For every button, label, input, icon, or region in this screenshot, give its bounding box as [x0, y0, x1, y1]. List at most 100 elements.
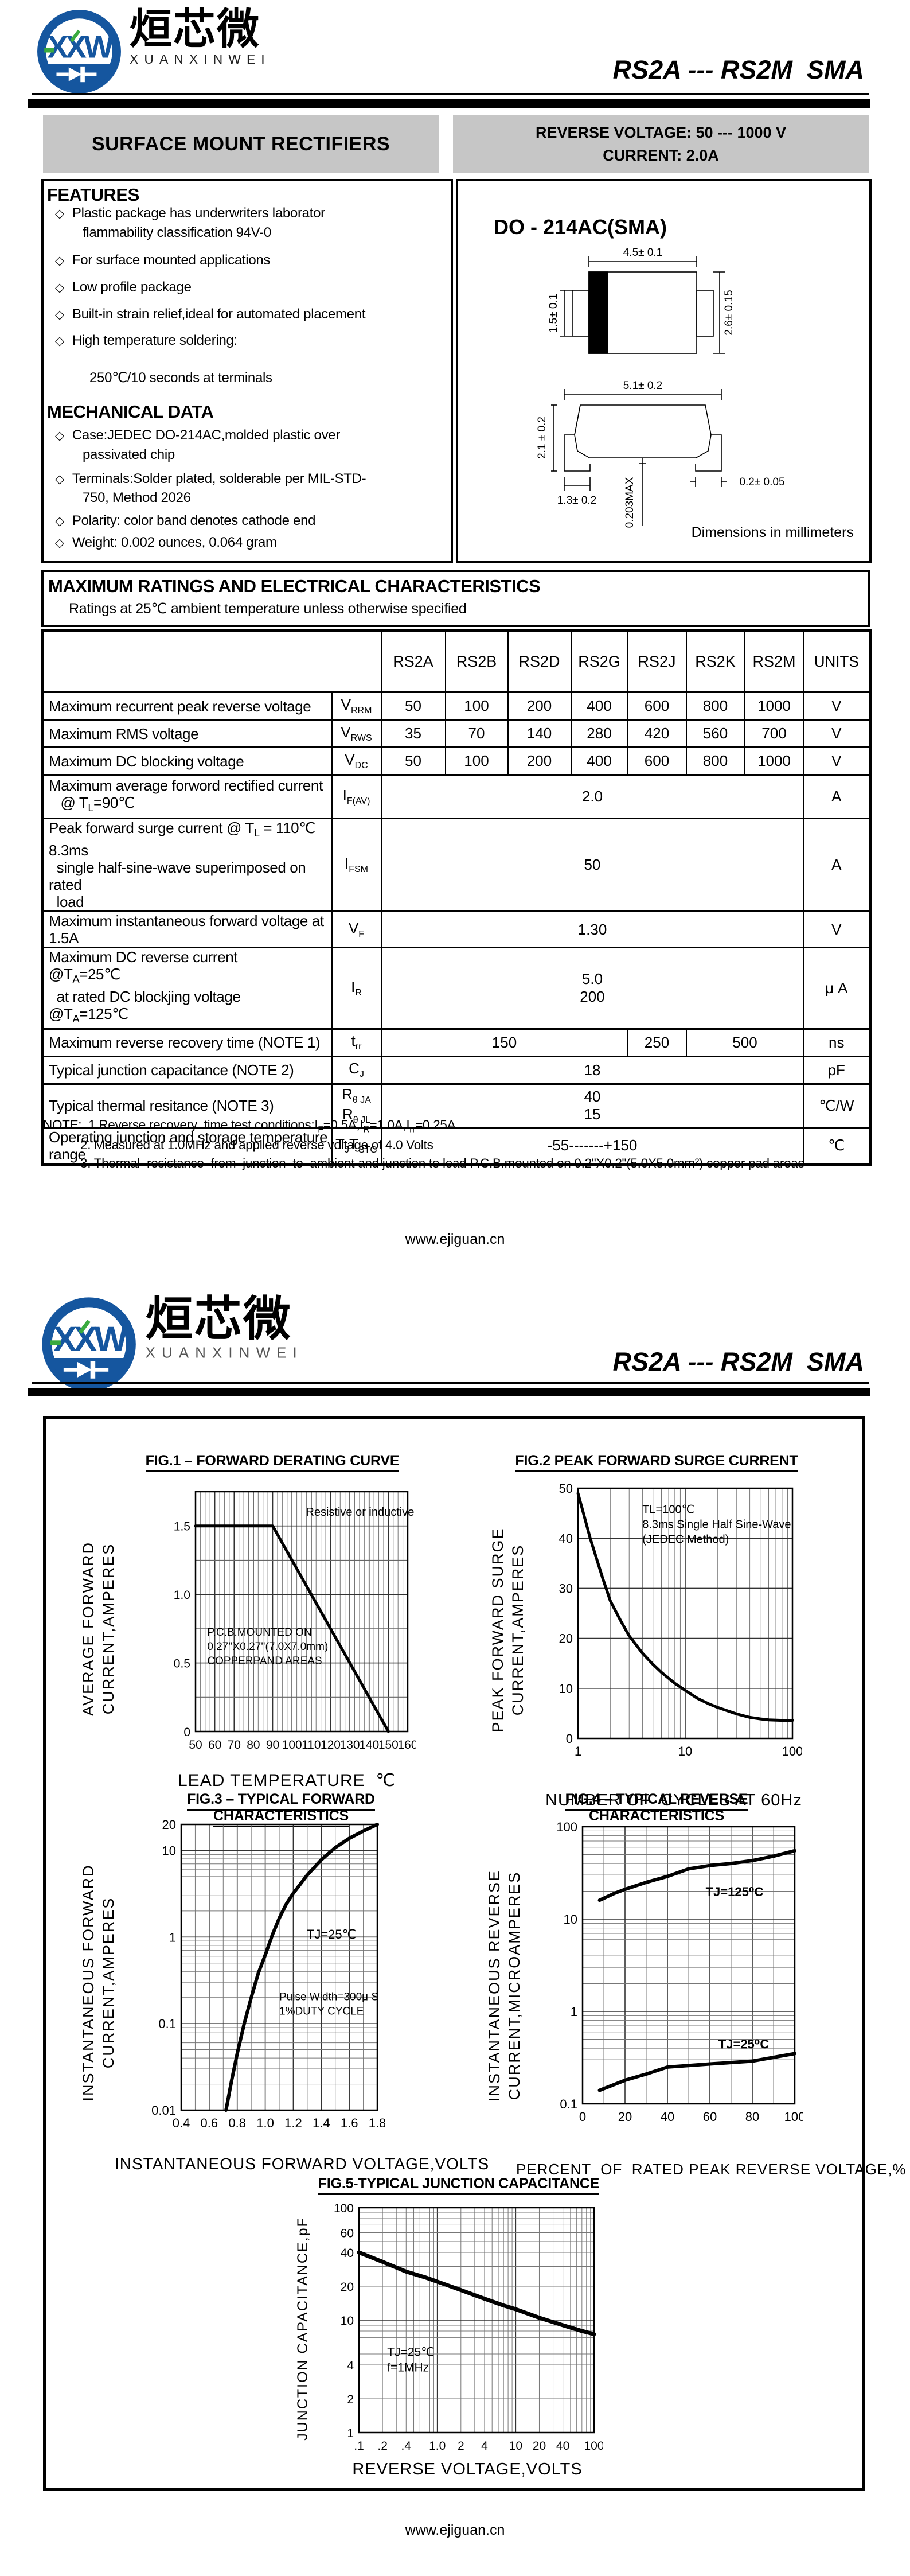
y-tick-label: 20: [162, 1818, 176, 1832]
dim-top-right: 2.6± 0.15: [723, 290, 735, 335]
y-tick-label: 50: [559, 1481, 573, 1496]
x-tick-label: 1.8: [369, 2116, 385, 2130]
x-tick-label: .2: [377, 2439, 388, 2453]
x-tick-label: 100: [282, 1738, 302, 1752]
y-tick-label: 2: [347, 2393, 354, 2406]
annotation: COPPERPAND AREAS: [207, 1655, 322, 1667]
y-tick-label: 60: [341, 2227, 354, 2240]
fig2-x-axis-label: NUMBER OF CYCLES AT 60Hz: [545, 1791, 802, 1810]
diamond-bullet-icon: ◇: [55, 308, 64, 321]
list-item: passivated chip: [83, 447, 175, 462]
x-tick-label: 1.0: [256, 2116, 274, 2130]
annotation: TJ=125⁰C: [706, 1885, 764, 1899]
plot-frame: [358, 2207, 595, 2434]
y-tick-label: 0.5: [174, 1657, 190, 1671]
x-tick-label: 120: [321, 1738, 341, 1752]
fig1-y-axis-label: AVERAGE FORWARD CURRENT,AMPERES: [80, 1541, 117, 1717]
x-tick-label: 4: [481, 2439, 488, 2453]
x-tick-label: 10: [678, 1744, 692, 1758]
curve-TJ=25⁰C: [597, 2052, 796, 2092]
curve-derating: [194, 1524, 390, 1733]
table-row: Maximum DC reverse current @TA=25℃ at ra…: [42, 947, 871, 1030]
fig1-x-axis-label: LEAD TEMPERATURE ℃: [178, 1771, 396, 1790]
y-tick-label: 10: [341, 2314, 354, 2328]
ratings-subtitle: Ratings at 25℃ ambient temperature unles…: [69, 601, 467, 617]
x-tick-label: 160: [397, 1738, 416, 1752]
list-item: ◇ High temperature soldering:: [55, 333, 237, 348]
plot-frame: [180, 1823, 378, 2111]
diamond-bullet-icon: ◇: [55, 515, 64, 528]
annotation: TJ=25℃: [307, 1927, 356, 1941]
list-item: ◇ For surface mounted applications: [55, 252, 271, 268]
y-tick-label: 20: [341, 2281, 354, 2294]
y-tick-label: 40: [341, 2247, 354, 2260]
page1-footer-link[interactable]: www.ejiguan.cn: [405, 1231, 505, 1247]
list-item: ◇ Terminals:Solder plated, solderable per…: [55, 471, 366, 487]
diamond-bullet-icon: ◇: [55, 254, 64, 267]
page2-rule-thick: [28, 1388, 870, 1396]
logo-green-dash-icon: [44, 48, 54, 53]
product-banner-title: SURFACE MOUNT RECTIFIERS: [91, 133, 390, 155]
x-tick-label: 1.4: [313, 2116, 330, 2130]
x-tick-label: 0.4: [173, 2116, 190, 2130]
brand-name-cn: 烜芯微: [145, 1291, 292, 1347]
y-tick-label: 1.0: [174, 1589, 190, 1602]
package-box: [456, 179, 872, 563]
dim-top-left: 1.5± 0.1: [548, 294, 560, 333]
x-tick-label: 150: [378, 1738, 399, 1752]
list-item: flammability classification 94V-0: [83, 225, 271, 240]
diode-icon: [63, 1361, 109, 1379]
y-tick-label: 10: [559, 1682, 573, 1696]
brand-name-en: XUANXINWEI: [130, 52, 271, 67]
y-tick-label: 40: [559, 1531, 573, 1546]
x-tick-label: 40: [661, 2110, 674, 2124]
dim-side-toe: 0.2± 0.05: [739, 476, 784, 488]
annotation: (JEDEC Method): [642, 1534, 729, 1546]
brand-name-en: XUANXINWEI: [145, 1344, 303, 1361]
page2-footer-link[interactable]: www.ejiguan.cn: [405, 2522, 505, 2538]
x-tick-label: 110: [302, 1738, 321, 1752]
x-tick-label: 40: [556, 2439, 569, 2453]
diamond-bullet-icon: ◇: [55, 473, 64, 486]
annotation: Puise Width=300μ S: [279, 1991, 378, 2003]
x-tick-label: .1: [354, 2439, 364, 2453]
logo-green-slash-icon: [69, 29, 81, 42]
ratings-title: MAXIMUM RATINGS AND ELECTRICAL CHARACTER…: [48, 576, 541, 596]
page2-rule-thin: [32, 1382, 869, 1384]
list-item: ◇ Plastic package has underwriters labora…: [55, 205, 325, 221]
x-tick-label: 100: [784, 2110, 803, 2124]
logo-monogram: XXW: [53, 1320, 128, 1359]
table-row: Typical junction capacitance (NOTE 2) CJ 1…: [42, 1055, 871, 1085]
note-line: NOTE: 1.Reverse recovery time test condi…: [43, 1118, 456, 1135]
part-number-title: RS2A --- RS2M SMA: [612, 55, 864, 84]
y-tick-label: 1: [347, 2427, 354, 2440]
dimensions-note: Dimensions in millimeters: [692, 524, 854, 540]
fig2-title: FIG.2 PEAK FORWARD SURGE CURRENT: [507, 1453, 806, 1472]
ratings-banner: REVERSE VOLTAGE: 50 --- 1000 V CURRENT: …: [453, 115, 869, 173]
x-tick-label: 60: [703, 2110, 717, 2124]
x-tick-label: 1: [575, 1744, 581, 1758]
table-header-row: RS2A RS2B RS2D RS2G RS2J RS2K RS2M UNITS: [42, 629, 871, 693]
x-tick-label: 10: [509, 2439, 522, 2453]
dim-side-width: 5.1± 0.2: [623, 380, 663, 392]
fig5-chart: .1 .2 .4 1.0 2 4 10 20 40 100 1 2 4 10 20 40 60 100 TJ=25℃…: [334, 2202, 603, 2453]
fig2-y-axis-label: PEAK FORWARD SURGE CURRENT,AMPERES: [489, 1527, 526, 1733]
x-tick-label: 1.2: [284, 2116, 302, 2130]
x-tick-label: 20: [618, 2110, 632, 2124]
header-rule-thick: [28, 99, 870, 108]
list-item: ◇ Built-in strain relief,ideal for automa…: [55, 306, 366, 322]
annotation: Resistive or inductive Load: [306, 1506, 416, 1519]
fig3-x-axis-label: INSTANTANEOUS FORWARD VOLTAGE,VOLTS: [115, 2155, 490, 2173]
x-tick-label: 0.6: [201, 2116, 218, 2130]
package-side-view: [551, 389, 727, 526]
x-tick-label: 100: [782, 1744, 802, 1758]
brand-logo-mark: XXW: [37, 10, 121, 94]
annotation: P.C.B.MOUNTED ON: [207, 1626, 311, 1639]
list-item: ◇ Polarity: color band denotes cathode en…: [55, 513, 316, 528]
fig3-title: FIG.3 – TYPICAL FORWARD CHARACTERISTICS: [129, 1791, 433, 1827]
ratings-heading-box: [41, 570, 870, 627]
x-tick-label: 80: [745, 2110, 759, 2124]
annotation: f=1MHz: [387, 2361, 429, 2375]
